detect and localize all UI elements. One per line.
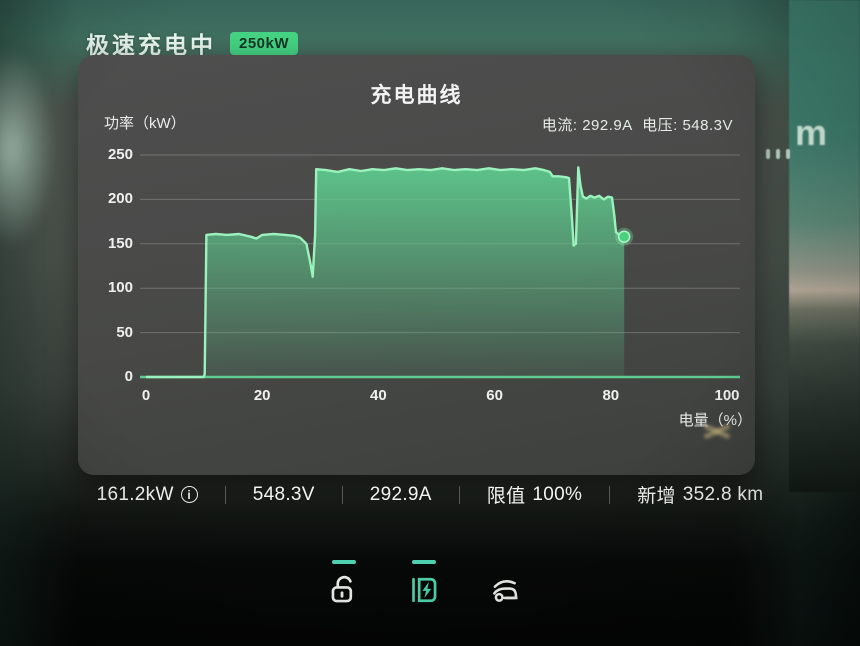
y-tick-label: 100: [107, 279, 133, 297]
current-value: 292.9A: [582, 117, 633, 134]
y-axis-label: 功率（kW）: [104, 115, 186, 132]
current-label: 电流:: [541, 117, 578, 134]
active-indicator: [412, 560, 436, 564]
x-tick-label: 100: [714, 387, 740, 404]
stat-item: 548.3V: [226, 484, 342, 506]
wallpaper-scene-strip: [789, 0, 860, 492]
stat-value: 292.9A: [369, 483, 432, 505]
charging-curve-line: [146, 166, 625, 379]
x-tick-label: 60: [486, 387, 503, 404]
charging-status-title: 极速充电中: [86, 32, 216, 58]
stat-label: 限值: [486, 486, 526, 507]
current-voltage-readout: 电流: 292.9A 电压: 548.3V: [542, 114, 733, 135]
stat-divider: [609, 485, 611, 504]
charging-curve-chart: 0 50 100 150 200 250 0 20 40 60 80 100 电量（%）: [108, 146, 752, 429]
stat-item: 限值 100%: [460, 481, 609, 508]
dock-item-charge-port[interactable]: [406, 560, 442, 607]
voltage-label: 电压:: [642, 117, 678, 134]
stat-value: 548.3V: [252, 483, 315, 505]
stat-label: 新增: [637, 486, 676, 507]
x-axis-label: 电量（%）: [678, 412, 752, 429]
charging-status-header: 极速充电中 250kW: [86, 26, 299, 60]
y-tick-label: 0: [124, 368, 133, 385]
y-tick-label: 200: [107, 190, 133, 208]
wallpaper-text-fragment: m: [795, 112, 828, 153]
x-tick-label: 20: [253, 387, 271, 404]
y-tick-label: 50: [116, 323, 133, 341]
stat-value: 161.2kW: [96, 483, 174, 505]
stat-value: 100%: [532, 483, 583, 505]
x-tick-label: 0: [141, 387, 151, 404]
trunk-open-icon: [493, 580, 518, 602]
bottom-dock: [326, 560, 522, 607]
current-point-marker: [617, 230, 631, 243]
charge-port-icon: [412, 577, 437, 603]
stat-divider: [341, 485, 343, 504]
voltage-value: 548.3V: [682, 117, 733, 134]
wallpaper-scale-ticks: [766, 149, 790, 159]
charging-curve-panel: 充电曲线 电流: 292.9A 电压: 548.3V 功率（kW） 0 50 100…: [78, 55, 755, 475]
stat-item: 新增 352.8 km: [610, 481, 790, 508]
stat-item: 292.9A: [343, 484, 459, 506]
stat-item: 161.2kW i: [70, 484, 225, 506]
chart-canvas: [140, 154, 740, 379]
dock-item-trunk[interactable]: [486, 560, 522, 607]
unlock-icon: [331, 575, 353, 603]
panel-title: 充电曲线: [370, 84, 463, 107]
charging-power-badge: 250kW: [230, 31, 299, 55]
active-indicator: [332, 560, 356, 564]
x-tick-label: 40: [370, 387, 387, 404]
dock-item-unlock[interactable]: [326, 560, 362, 607]
stat-value: 352.8 km: [682, 483, 764, 505]
stat-divider: [458, 485, 460, 504]
y-tick-label: 150: [107, 234, 133, 252]
x-tick-label: 80: [602, 387, 620, 404]
screen-edge-glow: [0, 48, 56, 248]
charging-stats-bar: 161.2kW i 548.3V 292.9A 限值 100% 新增 352.8 km: [0, 481, 860, 508]
stat-divider: [224, 485, 226, 504]
info-icon[interactable]: i: [180, 486, 198, 503]
y-tick-label: 250: [107, 146, 133, 163]
charging-curve-area: [146, 167, 625, 377]
